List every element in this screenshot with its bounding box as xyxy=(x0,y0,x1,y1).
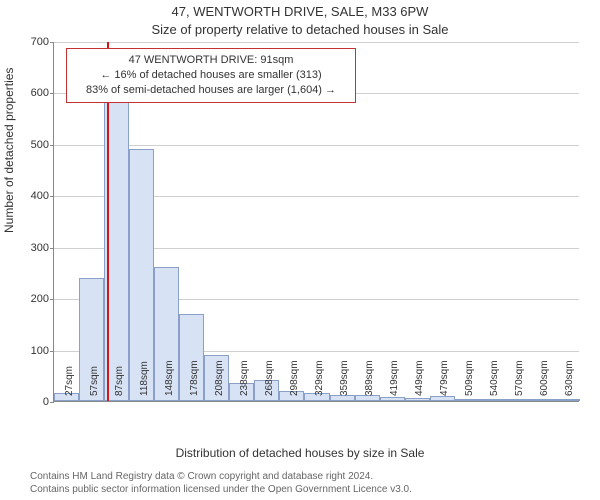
y-tick-label: 700 xyxy=(21,36,49,48)
y-tick-label: 100 xyxy=(21,345,49,357)
histogram-bar xyxy=(380,397,405,401)
y-tick-label: 500 xyxy=(21,139,49,151)
histogram-bar xyxy=(530,399,555,401)
gridline xyxy=(54,145,579,146)
y-tick-mark xyxy=(50,145,54,146)
histogram-bar xyxy=(505,399,530,401)
info-line-3: 83% of semi-detached houses are larger (… xyxy=(75,83,347,98)
y-tick-label: 600 xyxy=(21,87,49,99)
x-tick-label: 359sqm xyxy=(339,360,350,396)
footer-line-1: Contains HM Land Registry data © Crown c… xyxy=(30,471,600,484)
y-tick-mark xyxy=(50,351,54,352)
x-tick-label: 509sqm xyxy=(464,360,475,396)
x-tick-label: 419sqm xyxy=(389,360,400,396)
x-tick-label: 118sqm xyxy=(139,361,150,396)
x-tick-label: 630sqm xyxy=(564,360,575,396)
histogram-bar xyxy=(555,399,580,401)
page-title-1: 47, WENTWORTH DRIVE, SALE, M33 6PW xyxy=(0,4,600,19)
page-title-2: Size of property relative to detached ho… xyxy=(0,22,600,37)
footer-line-2: Contains public sector information licen… xyxy=(30,484,600,497)
x-axis-label: Distribution of detached houses by size … xyxy=(0,446,600,460)
y-tick-mark xyxy=(50,196,54,197)
x-tick-label: 389sqm xyxy=(364,360,375,396)
x-tick-label: 570sqm xyxy=(514,360,525,396)
attribution-footer: Contains HM Land Registry data © Crown c… xyxy=(0,471,600,496)
histogram-plot-area: 27sqm 57sqm 87sqm 118sqm 148sqm 178sqm 208sqm 2… xyxy=(53,42,579,402)
histogram-bar xyxy=(430,396,455,401)
x-tick-label: 178sqm xyxy=(189,360,200,396)
x-tick-label: 27sqm xyxy=(64,366,75,396)
y-tick-label: 200 xyxy=(21,293,49,305)
y-tick-mark xyxy=(50,299,54,300)
x-tick-label: 268sqm xyxy=(264,360,275,396)
y-tick-mark xyxy=(50,93,54,94)
y-tick-label: 0 xyxy=(21,396,49,408)
x-tick-label: 449sqm xyxy=(414,360,425,396)
y-tick-mark xyxy=(50,42,54,43)
x-tick-label: 298sqm xyxy=(289,360,300,396)
y-tick-label: 300 xyxy=(21,242,49,254)
x-tick-label: 600sqm xyxy=(539,360,550,396)
x-tick-label: 148sqm xyxy=(164,360,175,396)
info-line-2: ← 16% of detached houses are smaller (31… xyxy=(75,68,347,83)
x-tick-label: 87sqm xyxy=(114,366,125,396)
gridline xyxy=(54,42,579,43)
x-tick-label: 238sqm xyxy=(239,360,250,396)
x-tick-label: 208sqm xyxy=(214,360,225,396)
histogram-bar xyxy=(480,399,505,401)
y-tick-mark xyxy=(50,402,54,403)
x-tick-label: 329sqm xyxy=(314,360,325,396)
y-axis-label: Number of detached properties xyxy=(2,68,16,233)
histogram-bar xyxy=(455,399,480,401)
x-tick-label: 479sqm xyxy=(439,360,450,396)
x-tick-label: 57sqm xyxy=(89,366,100,396)
x-tick-label: 540sqm xyxy=(489,360,500,396)
y-tick-mark xyxy=(50,248,54,249)
figure-root: 47, WENTWORTH DRIVE, SALE, M33 6PW Size … xyxy=(0,0,600,500)
marker-info-box: 47 WENTWORTH DRIVE: 91sqm ← 16% of detac… xyxy=(66,48,356,103)
info-line-1: 47 WENTWORTH DRIVE: 91sqm xyxy=(75,53,347,68)
y-tick-label: 400 xyxy=(21,190,49,202)
histogram-bar xyxy=(405,398,430,401)
